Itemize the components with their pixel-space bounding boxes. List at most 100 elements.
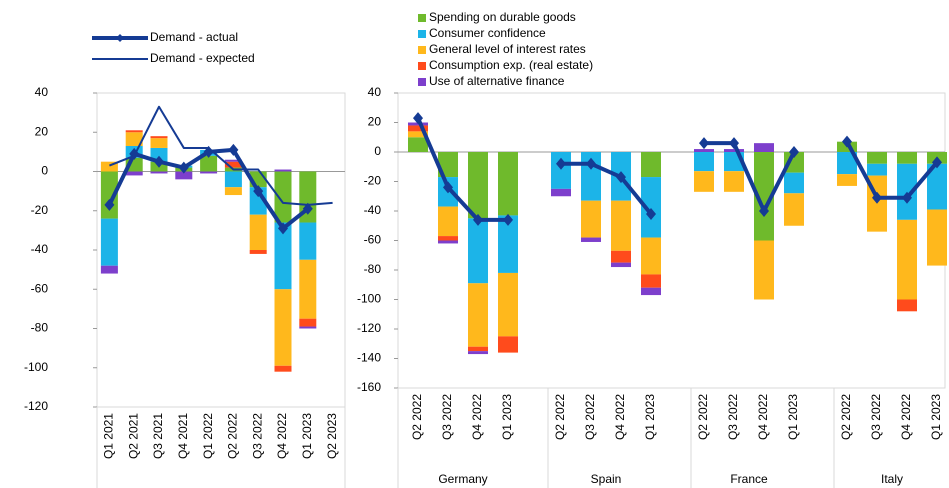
y-tick-label: -100	[24, 360, 48, 374]
group-label: Spain	[591, 472, 622, 486]
bar-segment	[274, 169, 292, 172]
y-tick-label: -60	[364, 233, 382, 247]
bar-segment	[867, 163, 887, 176]
bar-segment	[224, 187, 242, 196]
y-tick-label: -120	[357, 321, 381, 335]
bar-segment	[468, 351, 488, 355]
y-tick-label: -40	[31, 242, 49, 256]
line	[416, 117, 508, 222]
line-marker	[616, 171, 626, 184]
legend-label: Consumer confidence	[429, 26, 546, 40]
x-tick-label: Q1 2023	[500, 394, 514, 440]
bar-segment	[100, 218, 118, 266]
y-tick-label: -160	[357, 380, 381, 394]
line-marker	[586, 157, 596, 170]
bar-segment	[150, 136, 168, 139]
bar-segment	[641, 237, 661, 275]
legend-swatch	[418, 14, 426, 22]
bar-segment	[754, 240, 774, 300]
y-tick-label: -140	[357, 351, 381, 365]
x-tick-label: Q2 2022	[410, 394, 424, 440]
bar-segment	[611, 262, 631, 268]
x-tick-label: Q1 2023	[786, 394, 800, 440]
bar-segment	[694, 152, 714, 172]
x-tick-label: Q1 2023	[300, 413, 314, 459]
bar-segment	[224, 159, 242, 162]
bar-segment	[200, 171, 218, 174]
bar-segment	[498, 336, 518, 353]
line-marker	[646, 207, 656, 220]
legend-swatch	[418, 30, 426, 38]
bar-segment	[100, 161, 118, 172]
bar-segment	[754, 152, 774, 241]
x-tick-label: Q4 2022	[470, 394, 484, 440]
y-tick-label: 20	[368, 115, 382, 129]
x-tick-label: Q3 2022	[726, 394, 740, 440]
x-tick-label: Q2 2021	[126, 413, 140, 459]
bar-segment	[611, 200, 631, 251]
bar-segment	[274, 222, 292, 290]
y-tick-label: -100	[357, 292, 381, 306]
y-tick-label: 40	[368, 85, 382, 99]
bar-segment	[551, 152, 571, 189]
bar-segment	[927, 163, 947, 210]
line-marker	[789, 146, 799, 158]
legend-label: Demand - actual	[150, 30, 238, 44]
x-tick-label: Q4 2022	[275, 413, 289, 459]
line-marker	[699, 137, 709, 150]
line	[845, 140, 939, 200]
bar-segment	[897, 152, 917, 164]
bar-segment	[754, 143, 774, 152]
group-label: Germany	[438, 472, 487, 486]
bar-segment	[468, 346, 488, 352]
line	[109, 105, 333, 206]
bar-segment	[299, 259, 317, 319]
x-tick-label: Q4 2022	[899, 394, 913, 440]
x-tick-label: Q1 2022	[201, 413, 215, 459]
line-marker	[932, 156, 942, 169]
bar-segment	[611, 250, 631, 263]
line-marker	[759, 205, 769, 217]
line-marker	[154, 155, 164, 168]
bar-segment	[274, 365, 292, 372]
y-tick-label: 20	[35, 124, 49, 138]
legend-swatch	[418, 78, 426, 86]
bar-segment	[498, 152, 518, 216]
bar-segment	[641, 287, 661, 296]
x-tick-label: Q1 2021	[102, 413, 116, 459]
line-marker	[413, 112, 423, 125]
bar-segment	[249, 250, 267, 254]
y-tick-label: -80	[31, 321, 49, 335]
bar-segment	[224, 171, 242, 188]
line-marker	[842, 135, 852, 148]
bar-segment	[581, 237, 601, 242]
bar-segment	[837, 152, 857, 175]
x-tick-label: Q2 2022	[839, 394, 853, 440]
x-tick-label: Q4 2021	[176, 413, 190, 459]
bar-segment	[498, 272, 518, 337]
y-tick-label: -60	[31, 281, 49, 295]
x-tick-label: Q4 2022	[756, 394, 770, 440]
line-marker	[503, 213, 513, 226]
bar-segment	[641, 274, 661, 288]
bar-segment	[927, 209, 947, 266]
y-tick-label: -80	[364, 262, 382, 276]
line-marker	[556, 157, 566, 170]
bar-segment	[125, 171, 143, 176]
bar-segment	[150, 171, 168, 174]
y-tick-label: -120	[24, 399, 48, 413]
x-tick-label: Q3 2022	[440, 394, 454, 440]
legend-label: Use of alternative finance	[429, 74, 565, 88]
x-tick-label: Q3 2022	[250, 413, 264, 459]
x-tick-label: Q2 2022	[226, 413, 240, 459]
bar-segment	[468, 218, 488, 284]
bar-segment	[784, 193, 804, 226]
line-marker	[178, 161, 189, 174]
line-marker	[278, 222, 288, 235]
bar-segment	[694, 171, 714, 192]
y-tick-label: -20	[31, 203, 49, 217]
bar-segment	[125, 130, 143, 133]
line-marker	[902, 191, 912, 204]
bar-segment	[641, 152, 661, 178]
line-marker	[473, 213, 483, 226]
